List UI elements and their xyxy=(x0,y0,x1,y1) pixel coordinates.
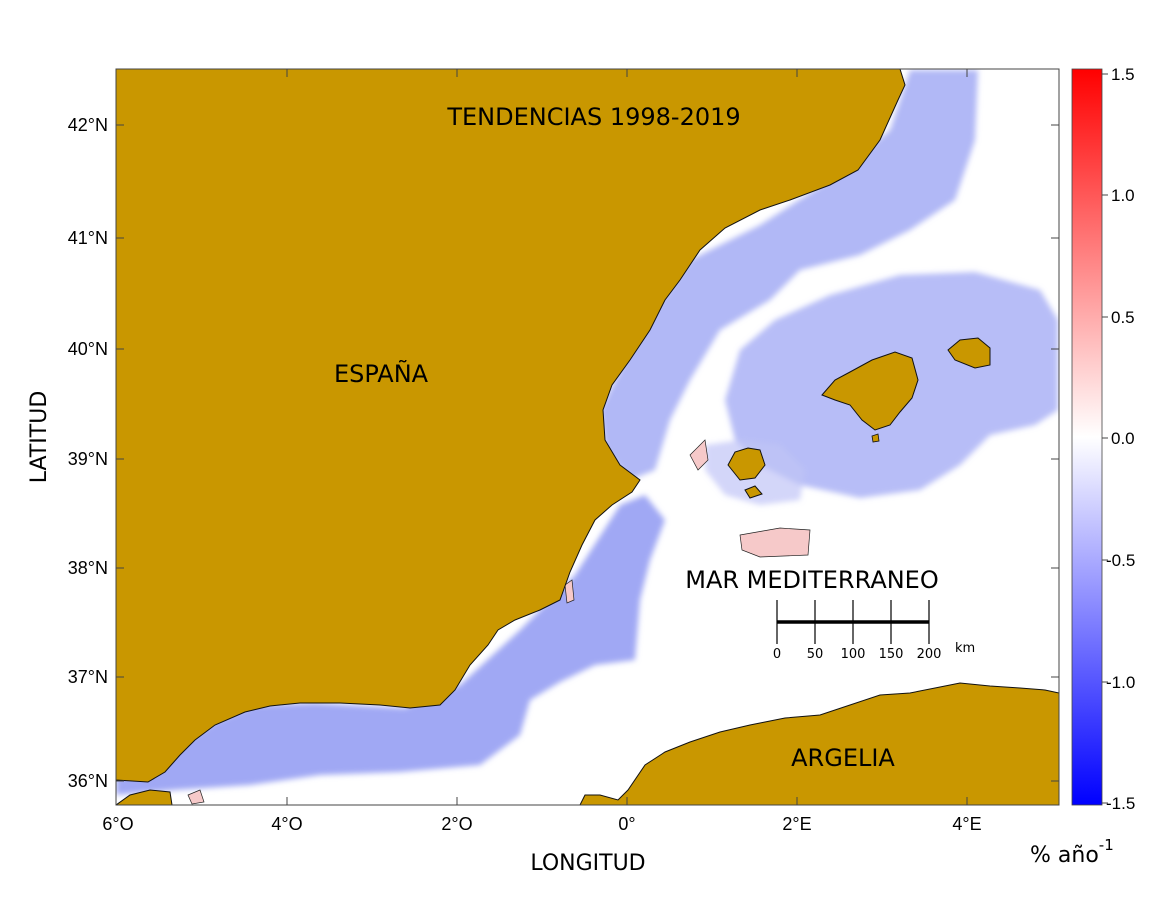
y-tick-41n: 41°N xyxy=(68,228,108,248)
positive-patch-4 xyxy=(187,789,205,805)
x-axis: 6°O 4°O 2°O 0° 2°E 4°E LONGITUD xyxy=(102,814,981,876)
colorbar-gradient xyxy=(1071,68,1103,806)
positive-patch-3 xyxy=(564,579,575,604)
positive-trend-patches xyxy=(187,439,811,805)
positive-patch-2 xyxy=(739,527,811,558)
label-spain: ESPAÑA xyxy=(334,358,429,388)
positive-patch-1 xyxy=(689,439,709,471)
colorbar-tick-0-5: 0.5 xyxy=(1111,308,1135,327)
label-algeria: ARGELIA xyxy=(791,744,895,772)
colorbar-tick-1-0: 1.0 xyxy=(1111,186,1135,205)
coastal-band-east xyxy=(600,70,978,480)
map-panel: TENDENCIAS 1998-2019 ESPAÑA ARGELIA MAR … xyxy=(115,68,1060,806)
x-axis-title: LONGITUD xyxy=(530,851,645,876)
y-axis: 42°N 41°N 40°N 39°N 38°N 37°N 36°N LATIT… xyxy=(27,115,108,791)
island-cabrera xyxy=(871,433,880,443)
colorbar-unit: % año-1 xyxy=(1030,836,1114,868)
land-morocco-tip xyxy=(116,789,173,805)
x-tick-2e: 2°E xyxy=(782,814,811,834)
colorbar-tick-0-0: 0.0 xyxy=(1111,429,1135,448)
scale-tick-200: 200 xyxy=(917,647,942,662)
colorbar-tick-neg-0-5: -0.5 xyxy=(1106,551,1135,570)
scale-tick-150: 150 xyxy=(879,647,904,662)
scale-tick-0: 0 xyxy=(773,647,781,662)
axis-ticks xyxy=(116,69,1059,805)
colorbar-tick-neg-1-0: -1.0 xyxy=(1106,673,1135,692)
colorbar-tick-neg-1-5: -1.5 xyxy=(1106,794,1135,813)
colorbar-tick-1-5: 1.5 xyxy=(1111,65,1135,84)
y-tick-40n: 40°N xyxy=(68,339,108,359)
scale-tick-100: 100 xyxy=(841,647,866,662)
x-tick-0: 0° xyxy=(618,814,635,834)
map-frame xyxy=(115,68,1060,806)
y-tick-37n: 37°N xyxy=(68,667,108,687)
coastal-band-south xyxy=(116,495,665,795)
y-tick-42n: 42°N xyxy=(68,115,108,135)
label-sea: MAR MEDITERRANEO xyxy=(685,566,939,594)
y-tick-38n: 38°N xyxy=(68,558,108,578)
scale-bar: 0 50 100 150 200 km xyxy=(773,600,975,662)
island-formentera xyxy=(744,485,763,499)
x-tick-4e: 4°E xyxy=(952,814,981,834)
x-tick-2o: 2°O xyxy=(441,814,472,834)
island-mallorca xyxy=(821,351,919,431)
colorbar: 1.5 1.0 0.5 0.0 -0.5 -1.0 -1.5 % año-1 xyxy=(1030,65,1135,868)
land-spain xyxy=(116,69,906,783)
y-axis-title: LATITUD xyxy=(27,391,52,484)
colorbar-unit-exp: -1 xyxy=(1099,836,1114,854)
y-tick-36n: 36°N xyxy=(68,771,108,791)
x-tick-4o: 4°O xyxy=(271,814,302,834)
x-tick-6o: 6°O xyxy=(102,814,133,834)
island-menorca xyxy=(947,337,991,369)
y-tick-39n: 39°N xyxy=(68,449,108,469)
land-algeria xyxy=(579,682,1059,805)
scale-tick-50: 50 xyxy=(807,647,824,662)
map-title: TENDENCIAS 1998-2019 xyxy=(446,103,740,131)
island-ibiza xyxy=(727,447,766,481)
scale-unit: km xyxy=(955,641,975,656)
colorbar-unit-base: % año xyxy=(1030,843,1099,868)
